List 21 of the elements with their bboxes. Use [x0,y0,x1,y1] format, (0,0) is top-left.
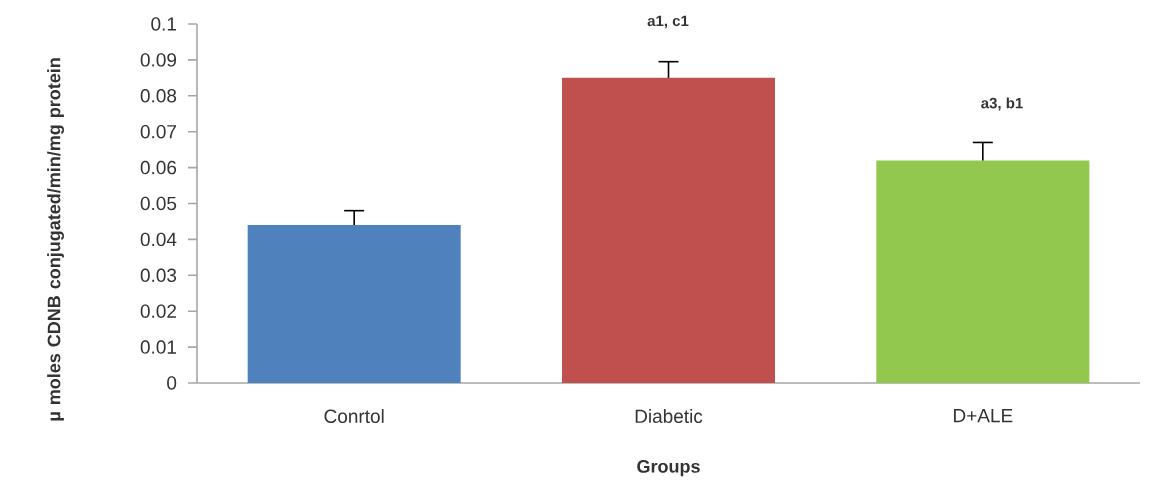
bar [876,160,1090,383]
bar [562,77,775,383]
y-axis-title: µ moles CDNB conjugated/min/mg protein [47,58,65,421]
x-tick-label: Conrtol [324,409,384,424]
y-tick-label: 0.02 [140,304,177,318]
y-tick-label: 0.07 [140,124,177,139]
y-tick-label: 0.01 [140,340,177,354]
y-tick-label: 0.09 [140,53,177,67]
x-tick-label: D+ALE [954,409,1013,423]
annotation: a3, b1 [981,97,1023,111]
x-axis-title: Groups [637,460,700,477]
annotation: a1, c1 [647,15,689,29]
y-tick-label: 0.05 [140,196,177,211]
y-tick-label: 0.1 [151,17,177,31]
bar [247,225,461,383]
y-tick-label: 0.04 [140,232,177,247]
y-tick-label: 0.06 [140,160,177,175]
y-tick-label: 0.08 [140,89,177,103]
y-tick-label: 0.03 [140,268,177,283]
x-tick-label: Diabetic [635,409,703,424]
y-tick-label: 0 [167,376,177,390]
